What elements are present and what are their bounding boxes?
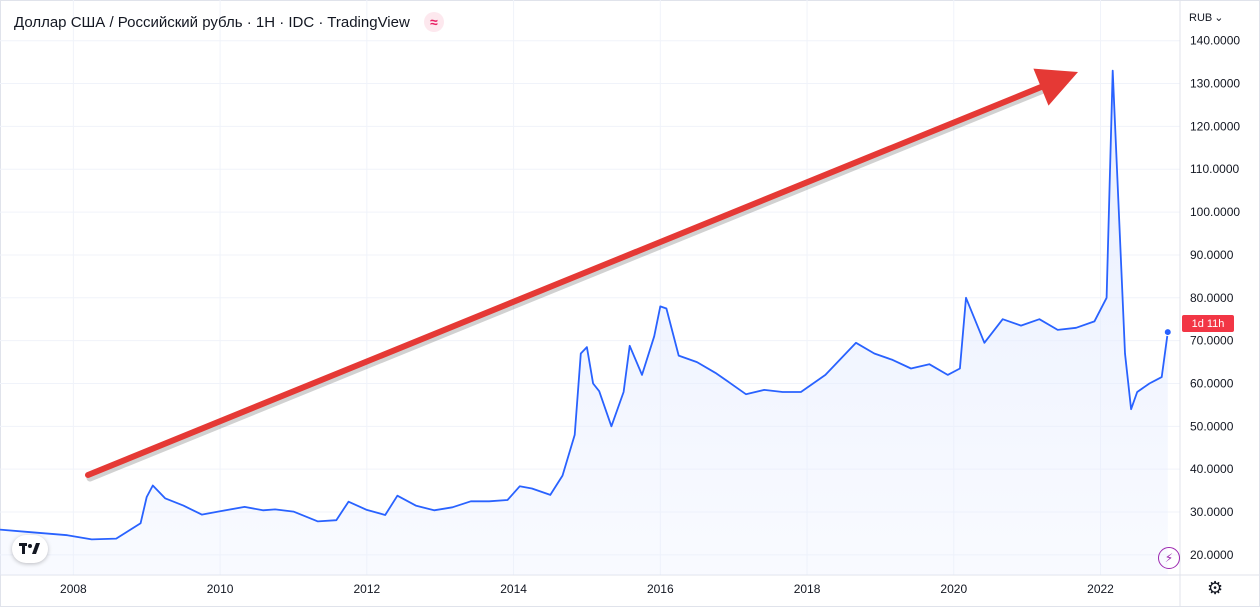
currency-selector[interactable]: RUB ⌄	[1189, 11, 1224, 25]
price-line	[0, 69, 1169, 541]
last-price-dot	[1163, 328, 1172, 337]
lightning-icon[interactable]: ⚡	[1158, 547, 1180, 569]
y-tick-label: 140.0000	[1190, 34, 1240, 48]
symbol-title: Доллар США / Российский рубль · 1H · IDC…	[14, 13, 410, 31]
x-tick-label: 2008	[60, 582, 87, 596]
arrow-shadow	[86, 86, 1047, 482]
y-tick-label: 70.0000	[1190, 334, 1234, 348]
countdown-price-tag: 1d 11h	[1182, 315, 1234, 332]
tradingview-logo-icon[interactable]	[12, 535, 48, 563]
y-tick-label: 100.0000	[1190, 205, 1240, 219]
trend-arrow-head	[1033, 68, 1078, 106]
chevron-down-icon: ⌄	[1214, 12, 1224, 24]
x-tick-label: 2010	[207, 582, 234, 596]
symbol-header: Доллар США / Российский рубль · 1H · IDC…	[14, 12, 444, 32]
y-tick-label: 20.0000	[1190, 548, 1234, 562]
x-tick-label: 2012	[353, 582, 380, 596]
x-tick-label: 2018	[794, 582, 821, 596]
x-tick-label: 2014	[500, 582, 527, 596]
y-tick-label: 120.0000	[1190, 119, 1240, 133]
y-tick-label: 30.0000	[1190, 505, 1234, 519]
tv-logo-mark	[19, 543, 40, 554]
price-area	[0, 70, 1168, 575]
trend-arrow-shaft	[85, 84, 1044, 478]
x-tick-label: 2020	[940, 582, 967, 596]
gear-icon[interactable]: ⚙	[1207, 578, 1224, 598]
y-tick-label: 80.0000	[1190, 291, 1234, 305]
y-tick-label: 90.0000	[1190, 248, 1234, 262]
currency-label: RUB	[1189, 11, 1213, 24]
y-tick-label: 40.0000	[1190, 462, 1234, 476]
x-tick-label: 2022	[1087, 582, 1114, 596]
y-tick-label: 130.0000	[1190, 77, 1240, 91]
y-tick-label: 50.0000	[1190, 419, 1234, 433]
approx-badge-icon[interactable]: ≈	[423, 12, 444, 32]
y-tick-label: 60.0000	[1190, 376, 1234, 390]
y-tick-label: 110.0000	[1190, 162, 1239, 176]
x-tick-label: 2016	[647, 582, 674, 596]
